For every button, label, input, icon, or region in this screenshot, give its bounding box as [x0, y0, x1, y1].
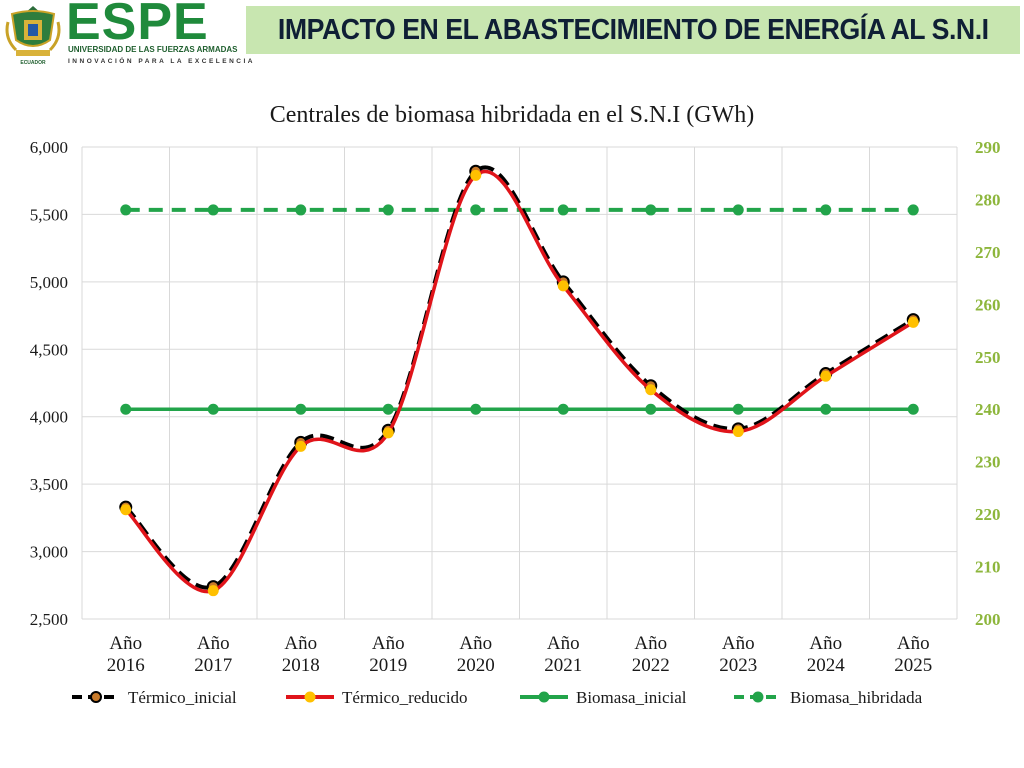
x-tick-label-line2: 2020: [457, 655, 495, 676]
university-crest-icon: ECUADOR: [5, 6, 61, 66]
legend-swatch-marker: [90, 691, 102, 703]
data-point-t-rmico-reducido: [820, 370, 832, 382]
data-point-biomasa-hibridada: [557, 204, 569, 216]
y-left-tick-label: 3,500: [30, 475, 68, 494]
legend-swatch-marker: [752, 691, 764, 703]
x-tick-label-line2: 2023: [719, 655, 757, 676]
y-left-tick-label: 5,000: [30, 273, 68, 292]
x-tick-label-line2: 2016: [107, 655, 145, 676]
university-motto: INNOVACIÓN PARA LA EXCELENCIA: [68, 58, 255, 65]
y-left-tick-label: 4,500: [30, 340, 68, 359]
data-point-biomasa-hibridada: [207, 204, 219, 216]
data-point-t-rmico-reducido: [207, 585, 219, 597]
legend-label: Biomasa_hibridada: [790, 688, 923, 707]
data-point-biomasa-hibridada: [645, 204, 657, 216]
title-banner: IMPACTO EN EL ABASTECIMIENTO DE ENERGÍA …: [246, 6, 1020, 54]
y-right-tick-label: 290: [975, 138, 1001, 157]
chart-series: [119, 164, 920, 597]
slide-title: IMPACTO EN EL ABASTECIMIENTO DE ENERGÍA …: [277, 13, 989, 46]
data-point-biomasa-inicial: [470, 403, 482, 415]
y-left-tick-label: 4,000: [30, 408, 68, 427]
y-right-tick-label: 260: [975, 295, 1001, 314]
y-left-tick-label: 6,000: [30, 138, 68, 157]
data-point-t-rmico-reducido: [295, 440, 307, 452]
data-point-biomasa-hibridada: [295, 204, 307, 216]
y-right-tick-label: 230: [975, 453, 1001, 472]
crest-text: ECUADOR: [20, 60, 46, 66]
data-point-t-rmico-reducido: [732, 426, 744, 438]
y-left-tick-label: 2,500: [30, 610, 68, 629]
data-point-t-rmico-reducido: [382, 427, 394, 439]
chart-axes: 2,500 3,000 3,500 4,000 4,500 5,000 5,500 6,000…: [30, 138, 1001, 676]
x-tick-label-line1: Año: [547, 633, 580, 654]
data-point-t-rmico-reducido: [645, 384, 657, 396]
data-point-t-rmico-reducido: [907, 316, 919, 328]
chart-title: Centrales de biomasa hibridada en el S.N…: [270, 102, 755, 128]
x-tick-label-line1: Año: [109, 633, 142, 654]
legend-label: Biomasa_inicial: [576, 688, 687, 707]
data-point-biomasa-inicial: [645, 403, 657, 415]
y-right-tick-label: 210: [975, 558, 1001, 577]
y-right-tick-label: 250: [975, 348, 1001, 367]
x-tick-label-line1: Año: [372, 633, 405, 654]
series-line-t-rmico-inicial: [124, 165, 915, 590]
data-point-biomasa-inicial: [820, 403, 832, 415]
x-tick-label-line2: 2017: [194, 655, 232, 676]
university-name: UNIVERSIDAD DE LAS FUERZAS ARMADAS: [68, 45, 238, 54]
data-point-biomasa-inicial: [120, 403, 132, 415]
data-point-biomasa-inicial: [207, 403, 219, 415]
x-tick-label-line2: 2019: [369, 655, 407, 676]
x-tick-label-line1: Año: [722, 633, 755, 654]
legend-swatch-marker: [304, 691, 316, 703]
x-tick-label-line1: Año: [634, 633, 667, 654]
data-point-biomasa-hibridada: [470, 204, 482, 216]
x-tick-label-line2: 2024: [807, 655, 846, 676]
legend-swatch-marker: [538, 691, 550, 703]
chart-grid: [81, 146, 958, 620]
x-tick-label-line2: 2021: [544, 655, 582, 676]
y-left-tick-label: 3,000: [30, 543, 68, 562]
data-point-biomasa-hibridada: [382, 204, 394, 216]
x-tick-label-line1: Año: [459, 633, 492, 654]
y-right-tick-label: 200: [975, 610, 1001, 629]
data-point-biomasa-inicial: [295, 403, 307, 415]
data-point-biomasa-hibridada: [820, 204, 832, 216]
x-tick-label-line2: 2025: [894, 655, 932, 676]
data-point-biomasa-inicial: [907, 403, 919, 415]
y-right-tick-label: 240: [975, 400, 1001, 419]
data-point-t-rmico-reducido: [557, 280, 569, 292]
data-point-biomasa-inicial: [382, 403, 394, 415]
data-point-biomasa-hibridada: [732, 204, 744, 216]
x-tick-label-line1: Año: [809, 633, 842, 654]
y-right-tick-label: 280: [975, 190, 1001, 209]
series-line-t-rmico-reducido: [124, 170, 915, 594]
slide-header: ECUADOR ESPE UNIVERSIDAD DE LAS FUERZAS …: [0, 0, 1024, 70]
x-tick-label-line1: Año: [197, 633, 230, 654]
chart-legend: Térmico_inicial Térmico_reducido Biomasa_i…: [72, 688, 923, 707]
data-point-biomasa-hibridada: [120, 204, 132, 216]
data-point-biomasa-inicial: [732, 403, 744, 415]
x-tick-label-line2: 2022: [632, 655, 670, 676]
x-tick-label-line2: 2018: [282, 655, 320, 676]
legend-label: Térmico_reducido: [342, 688, 468, 707]
data-point-biomasa-inicial: [557, 403, 569, 415]
data-point-biomasa-hibridada: [907, 204, 919, 216]
y-right-tick-label: 270: [975, 243, 1001, 262]
y-right-tick-label: 220: [975, 505, 1001, 524]
data-point-t-rmico-reducido: [120, 504, 132, 516]
legend-label: Térmico_inicial: [128, 688, 237, 707]
x-tick-label-line1: Año: [284, 633, 317, 654]
y-left-tick-label: 5,500: [30, 205, 68, 224]
x-tick-label-line1: Año: [897, 633, 930, 654]
data-point-t-rmico-reducido: [470, 169, 482, 181]
espe-logo-text: ESPE: [66, 0, 209, 51]
